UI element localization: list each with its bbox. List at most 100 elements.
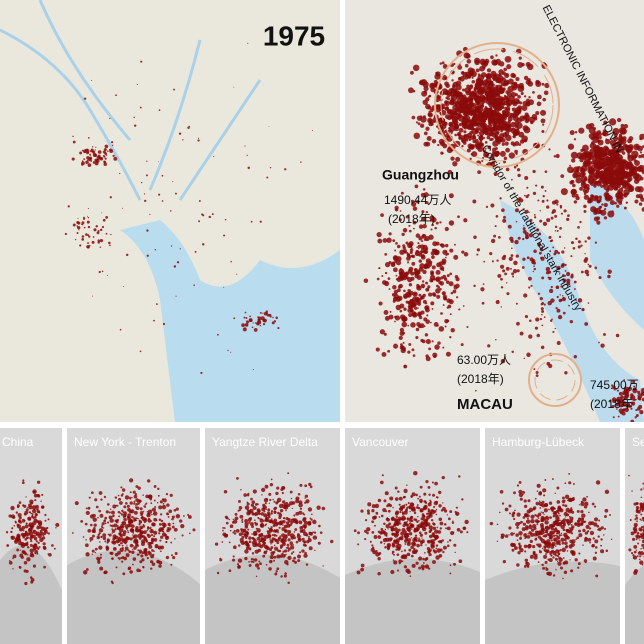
urban-dot — [413, 547, 416, 551]
urban-dot — [307, 521, 312, 526]
urban-dot — [136, 83, 138, 86]
urban-dot — [135, 517, 138, 520]
urban-dot — [406, 253, 411, 257]
urban-dot — [171, 525, 175, 529]
urban-dot — [569, 130, 575, 136]
urban-dot — [85, 568, 89, 571]
urban-dot — [546, 205, 550, 209]
urban-dot — [162, 502, 165, 505]
urban-dot — [128, 550, 132, 554]
urban-dot — [321, 506, 326, 511]
urban-dot — [468, 88, 471, 91]
urban-dot — [443, 523, 447, 526]
urban-dot — [527, 276, 532, 281]
urban-dot — [582, 497, 587, 502]
urban-dot — [138, 523, 141, 526]
urban-dot — [640, 533, 643, 536]
urban-dot — [535, 317, 540, 322]
urban-dot — [524, 175, 529, 181]
urban-dot — [360, 563, 365, 568]
urban-dot — [423, 264, 428, 270]
urban-dot — [500, 358, 506, 364]
urban-dot — [513, 165, 517, 169]
urban-dot — [517, 551, 521, 555]
urban-dot — [121, 526, 124, 528]
urban-dot — [524, 209, 529, 214]
urban-dot — [244, 522, 249, 527]
urban-dot — [449, 510, 453, 514]
urban-dot — [585, 524, 590, 529]
urban-dot — [97, 239, 101, 243]
urban-dot — [18, 516, 22, 520]
urban-dot — [208, 215, 211, 219]
urban-dot — [618, 137, 623, 142]
urban-dot — [158, 564, 162, 568]
urban-dot — [168, 524, 171, 527]
urban-dot — [101, 212, 103, 214]
urban-dot — [302, 524, 306, 528]
urban-dot — [388, 232, 392, 236]
urban-dot — [454, 101, 461, 108]
urban-dot — [500, 126, 504, 131]
urban-dot — [146, 529, 148, 532]
urban-dot — [478, 96, 484, 102]
urban-dot — [441, 475, 445, 480]
urban-dot — [100, 535, 103, 539]
urban-dot — [451, 84, 456, 88]
urban-dot — [468, 107, 473, 111]
urban-dot — [612, 127, 620, 135]
urban-dot — [598, 341, 600, 344]
urban-dot — [584, 540, 586, 542]
urban-dot — [449, 335, 452, 339]
urban-dot — [505, 147, 511, 153]
urban-dot — [430, 122, 434, 126]
urban-dot — [90, 160, 93, 162]
urban-dot — [109, 196, 112, 199]
urban-dot — [554, 199, 559, 204]
urban-dot — [474, 106, 478, 109]
urban-dot — [525, 562, 530, 567]
urban-dot — [18, 566, 22, 569]
urban-dot — [607, 269, 612, 274]
urban-dot — [83, 97, 87, 100]
urban-dot — [448, 193, 454, 199]
urban-dot — [92, 153, 97, 157]
urban-dot — [588, 197, 592, 202]
urban-dot — [270, 512, 273, 515]
urban-dot — [421, 240, 424, 243]
urban-dot — [161, 522, 166, 527]
urban-dot — [522, 229, 527, 234]
urban-dot — [490, 70, 497, 77]
urban-dot — [633, 166, 639, 172]
urban-dot — [599, 198, 602, 201]
urban-dot — [222, 526, 225, 529]
urban-dot — [98, 509, 101, 513]
urban-dot — [541, 547, 544, 550]
urban-dot — [394, 315, 398, 319]
urban-dot — [501, 502, 505, 505]
urban-dot — [450, 94, 458, 101]
urban-dot — [268, 126, 270, 128]
urban-dot — [307, 507, 313, 512]
urban-dot — [412, 296, 417, 302]
urban-dot — [364, 529, 368, 533]
urban-dot — [390, 262, 396, 268]
urban-dot — [617, 191, 624, 198]
urban-dot — [540, 545, 542, 547]
urban-dot — [627, 150, 631, 154]
urban-dot — [410, 246, 413, 249]
urban-dot — [525, 98, 531, 104]
urban-dot — [167, 516, 170, 518]
urban-dot — [543, 545, 547, 549]
urban-dot — [432, 560, 436, 564]
urban-dot — [425, 281, 429, 285]
urban-dot — [428, 525, 433, 530]
urban-dot — [149, 541, 153, 545]
urban-dot — [599, 200, 602, 202]
urban-dot — [561, 274, 565, 278]
urban-dot — [229, 524, 234, 529]
urban-dot — [515, 220, 518, 223]
urban-dot — [556, 229, 559, 232]
urban-dot — [539, 507, 542, 509]
urban-dot — [614, 161, 621, 168]
